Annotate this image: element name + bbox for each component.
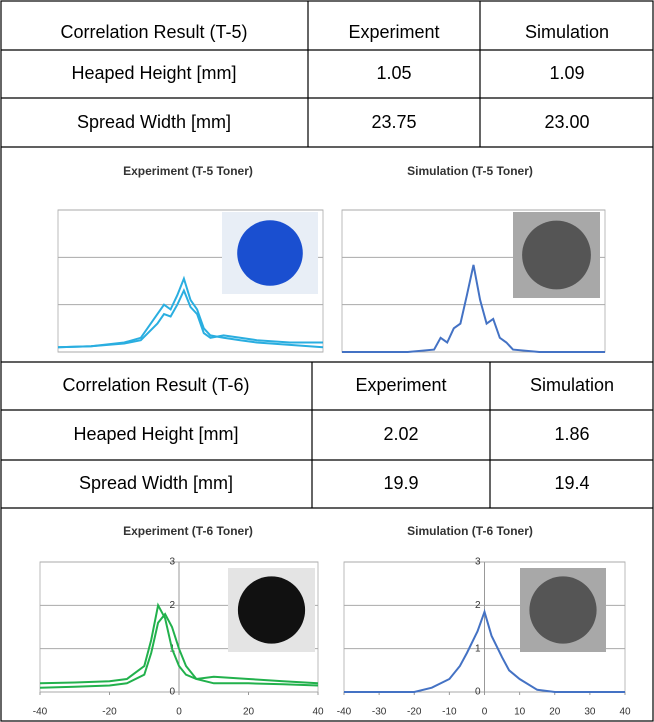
cell: 2.02 — [383, 424, 418, 444]
x-tick-label: 40 — [619, 707, 631, 718]
chart-title: Simulation (T-6 Toner) — [407, 524, 533, 538]
photo-spot — [529, 576, 596, 643]
cell: 1.05 — [376, 63, 411, 83]
header-cell: Simulation — [530, 375, 614, 395]
y-tick-label: 0 — [475, 687, 481, 698]
x-tick-label: -30 — [372, 707, 387, 718]
x-tick-label: 40 — [312, 707, 324, 718]
photo-spot — [238, 576, 305, 643]
row-label: Spread Width [mm] — [79, 473, 233, 493]
x-tick-label: -10 — [442, 707, 457, 718]
header-cell: Simulation — [525, 22, 609, 42]
row-label: Spread Width [mm] — [77, 112, 231, 132]
header-cell: Correlation Result (T-6) — [62, 375, 249, 395]
row-label: Heaped Height [mm] — [71, 63, 236, 83]
figure-table: Correlation Result (T-5) Experiment Simu… — [0, 0, 654, 722]
chart-title: Simulation (T-5 Toner) — [407, 164, 533, 178]
cell: 1.86 — [554, 424, 589, 444]
header-cell: Correlation Result (T-5) — [60, 22, 247, 42]
x-tick-label: 0 — [482, 707, 488, 718]
y-tick-label: 2 — [475, 600, 481, 611]
x-tick-label: -20 — [102, 707, 117, 718]
header-cell: Experiment — [355, 375, 446, 395]
y-tick-label: 2 — [169, 600, 175, 611]
cell: 23.00 — [544, 112, 589, 132]
y-tick-label: 3 — [169, 557, 175, 568]
x-tick-label: 20 — [243, 707, 255, 718]
photo-spot — [237, 220, 303, 286]
cell: 19.4 — [554, 473, 589, 493]
photo-spot — [522, 221, 591, 290]
x-tick-label: -40 — [337, 707, 352, 718]
cell: 23.75 — [371, 112, 416, 132]
header-cell: Experiment — [348, 22, 439, 42]
chart-title: Experiment (T-5 Toner) — [123, 164, 253, 178]
cell: 1.09 — [549, 63, 584, 83]
y-tick-label: 3 — [475, 557, 481, 568]
y-tick-label: 0 — [169, 687, 175, 698]
row-label: Heaped Height [mm] — [73, 424, 238, 444]
x-tick-label: -20 — [407, 707, 422, 718]
chart-title: Experiment (T-6 Toner) — [123, 524, 253, 538]
x-tick-label: 20 — [549, 707, 561, 718]
x-tick-label: 10 — [514, 707, 526, 718]
x-tick-label: 0 — [176, 707, 182, 718]
x-tick-label: 30 — [584, 707, 596, 718]
cell: 19.9 — [383, 473, 418, 493]
x-tick-label: -40 — [33, 707, 48, 718]
y-tick-label: 1 — [475, 643, 481, 654]
